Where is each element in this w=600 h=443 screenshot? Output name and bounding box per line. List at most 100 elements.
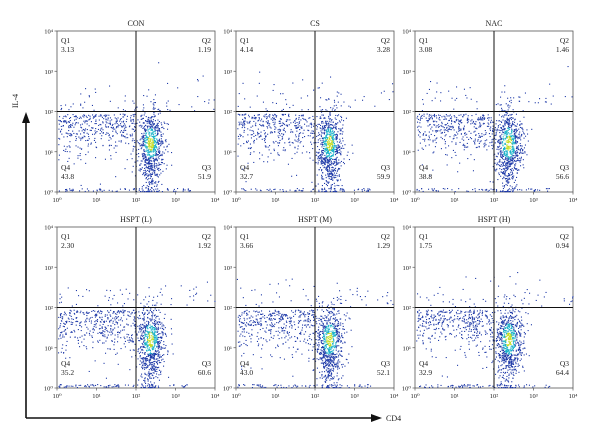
scatter-point — [459, 162, 461, 164]
scatter-point — [142, 331, 144, 333]
scatter-point — [506, 146, 508, 148]
scatter-point — [149, 134, 151, 136]
scatter-point — [424, 138, 426, 140]
scatter-point — [253, 151, 255, 153]
scatter-point — [81, 136, 83, 138]
scatter-point — [506, 175, 508, 177]
scatter-point — [150, 373, 152, 375]
scatter-point — [474, 142, 476, 144]
scatter-point — [324, 182, 326, 184]
scatter-point — [111, 127, 113, 129]
scatter-point — [499, 137, 501, 139]
scatter-point — [117, 126, 119, 128]
scatter-point — [167, 82, 169, 84]
scatter-point — [156, 185, 158, 187]
scatter-point — [75, 317, 77, 319]
scatter-point — [134, 142, 136, 144]
scatter-point — [138, 318, 140, 320]
scatter-point — [157, 350, 159, 352]
scatter-point — [499, 143, 501, 145]
scatter-point — [507, 142, 509, 144]
scatter-point — [313, 125, 315, 127]
scatter-point — [330, 158, 332, 160]
scatter-point — [516, 160, 518, 162]
scatter-point — [333, 139, 335, 141]
scatter-point — [264, 116, 266, 118]
scatter-point — [459, 120, 461, 122]
scatter-point — [325, 156, 327, 158]
scatter-point — [266, 117, 268, 119]
scatter-point — [130, 325, 132, 327]
scatter-point — [332, 127, 334, 129]
scatter-point — [433, 188, 435, 190]
scatter-point — [151, 354, 153, 356]
scatter-point — [145, 342, 147, 344]
scatter-point — [267, 127, 269, 129]
scatter-point — [147, 176, 149, 178]
scatter-point — [502, 190, 504, 192]
scatter-point — [151, 312, 153, 314]
scatter-point — [117, 336, 119, 338]
scatter-point — [516, 146, 518, 148]
scatter-point — [173, 188, 175, 190]
scatter-point — [164, 347, 166, 349]
scatter-point — [516, 172, 518, 174]
scatter-point — [272, 89, 274, 91]
scatter-point — [149, 120, 151, 122]
scatter-point — [142, 144, 144, 146]
x-tick-label: 10⁰ — [410, 197, 420, 204]
scatter-point — [501, 169, 503, 171]
scatter-point — [505, 178, 507, 180]
scatter-point — [511, 140, 513, 142]
scatter-point — [528, 188, 530, 190]
scatter-point — [132, 122, 134, 124]
scatter-point — [500, 135, 502, 137]
scatter-point — [425, 134, 427, 136]
scatter-point — [330, 134, 332, 136]
scatter-point — [150, 142, 152, 144]
scatter-point — [146, 142, 148, 144]
scatter-point — [158, 143, 160, 145]
scatter-point — [156, 361, 158, 363]
scatter-point — [331, 146, 333, 148]
scatter-point — [326, 148, 328, 150]
scatter-point — [150, 132, 152, 134]
scatter-point — [74, 336, 76, 338]
scatter-point — [147, 365, 149, 367]
scatter-point — [320, 97, 322, 99]
scatter-point — [504, 165, 506, 167]
scatter-point — [331, 131, 333, 133]
scatter-point — [489, 181, 491, 183]
scatter-point — [146, 366, 148, 368]
scatter-point — [432, 189, 434, 191]
scatter-point — [348, 159, 350, 161]
scatter-point — [492, 144, 494, 146]
scatter-point — [321, 170, 323, 172]
scatter-point — [134, 146, 136, 148]
scatter-point — [70, 323, 72, 325]
scatter-point — [287, 163, 289, 165]
scatter-point — [150, 339, 152, 341]
scatter-point — [151, 356, 153, 358]
scatter-point — [289, 144, 291, 146]
scatter-point — [109, 348, 111, 350]
scatter-point — [331, 128, 333, 130]
scatter-point — [80, 148, 82, 150]
scatter-point — [416, 117, 418, 119]
scatter-point — [132, 165, 134, 167]
scatter-point — [103, 118, 105, 120]
scatter-point — [330, 178, 332, 180]
scatter-point — [295, 140, 297, 142]
scatter-point — [80, 117, 82, 119]
scatter-point — [492, 138, 494, 140]
scatter-point — [512, 178, 514, 180]
scatter-point — [427, 121, 429, 123]
scatter-point — [439, 114, 441, 116]
scatter-point — [59, 313, 61, 315]
flow-panel: CSQ14.14Q23.28Q359.9Q432.710⁰10⁰10¹10¹10… — [223, 19, 399, 204]
scatter-point — [157, 131, 159, 133]
scatter-point — [502, 149, 504, 151]
scatter-point — [392, 83, 394, 85]
scatter-point — [144, 333, 146, 335]
scatter-point — [140, 118, 142, 120]
